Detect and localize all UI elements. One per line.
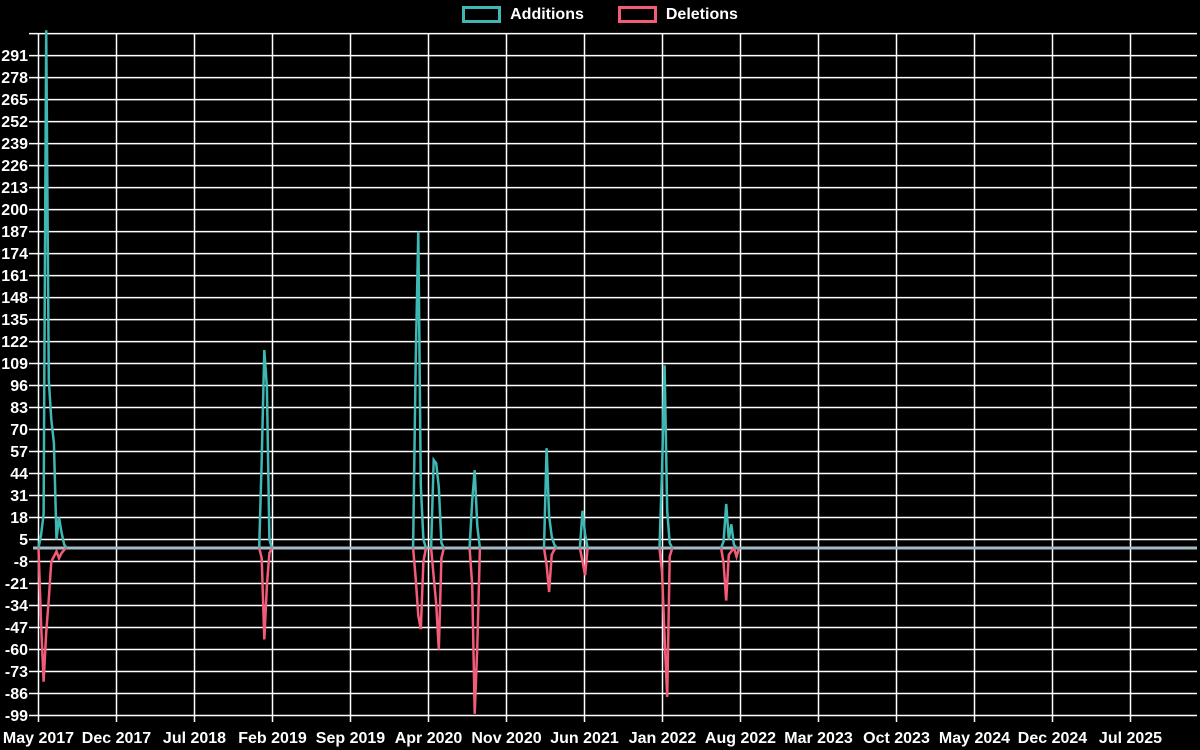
additions-spike xyxy=(257,349,274,549)
deletions-swatch-icon xyxy=(617,6,657,23)
y-tick-label: -73 xyxy=(5,664,28,681)
additions-swatch-icon xyxy=(462,6,502,23)
y-tick-label: 213 xyxy=(1,180,28,197)
y-tick-label: 96 xyxy=(10,378,28,395)
y-tick-label: -99 xyxy=(5,708,28,725)
y-tick-label: 31 xyxy=(10,488,28,505)
additions-spike xyxy=(719,503,739,550)
y-axis-labels: 291 278 265 252 239 226 213 200 187 174 161 148 135 1… xyxy=(1,48,28,725)
y-tick-label: 109 xyxy=(1,356,28,373)
legend-item-additions[interactable]: Additions xyxy=(462,6,584,23)
y-tick-label: 291 xyxy=(1,48,28,65)
x-tick-label: Feb 2019 xyxy=(238,730,307,747)
deletions-spike xyxy=(578,547,589,576)
horizontal-gridlines xyxy=(29,32,1197,717)
y-tick-label: 57 xyxy=(10,444,28,461)
x-tick-label: May 2017 xyxy=(3,730,74,747)
x-axis-labels: May 2017 Dec 2017 Jul 2018 Feb 2019 Sep 2019… xyxy=(3,730,1162,747)
y-tick-label: 135 xyxy=(1,312,28,329)
deletions-spike xyxy=(658,547,674,697)
deletions-line xyxy=(37,545,741,714)
y-tick-label: 5 xyxy=(19,532,28,549)
y-tick-label: 70 xyxy=(10,422,28,439)
legend-label-deletions: Deletions xyxy=(665,5,738,23)
x-tick-label: Dec 2017 xyxy=(82,730,151,747)
x-tick-label: Jan 2022 xyxy=(629,730,697,747)
deletions-spike xyxy=(429,547,446,650)
x-tick-label: Sep 2019 xyxy=(316,730,385,747)
legend-label-additions: Additions xyxy=(510,5,584,23)
deletions-spike xyxy=(468,547,482,714)
y-tick-label: 226 xyxy=(1,158,28,175)
x-tick-label: Jul 2018 xyxy=(163,730,226,747)
x-tick-label: Aug 2022 xyxy=(705,730,776,747)
additions-spike xyxy=(411,231,428,549)
y-tick-label: -34 xyxy=(5,598,28,615)
y-tick-label: 83 xyxy=(10,400,28,417)
additions-spike xyxy=(468,470,482,549)
deletions-spike xyxy=(257,547,274,640)
y-tick-label: 174 xyxy=(1,246,28,263)
y-tick-label: -86 xyxy=(5,686,28,703)
y-tick-label: 252 xyxy=(1,114,28,131)
y-tick-label: 18 xyxy=(10,510,28,527)
y-tick-label: -21 xyxy=(5,576,28,593)
legend-item-deletions[interactable]: Deletions xyxy=(617,5,738,23)
deletions-spike xyxy=(719,545,741,601)
y-tick-label: 44 xyxy=(10,466,28,483)
x-tick-label: Nov 2020 xyxy=(471,730,541,747)
x-tick-label: Jul 2025 xyxy=(1099,730,1162,747)
deletions-spike xyxy=(411,547,428,630)
y-tick-label: 265 xyxy=(1,92,28,109)
y-tick-label: -47 xyxy=(5,620,28,637)
additions-spike xyxy=(658,365,674,549)
x-tick-label: Dec 2024 xyxy=(1018,730,1087,747)
additions-line xyxy=(37,30,739,550)
additions-spike xyxy=(542,448,558,549)
x-tick-label: Oct 2023 xyxy=(863,730,930,747)
deletions-spike xyxy=(37,546,68,682)
y-tick-label: -8 xyxy=(14,554,28,571)
x-tick-label: Jun 2021 xyxy=(550,730,619,747)
x-tick-label: Apr 2020 xyxy=(395,730,463,747)
y-tick-label: -60 xyxy=(5,642,28,659)
x-tick-label: May 2024 xyxy=(939,730,1010,747)
y-tick-label: 187 xyxy=(1,224,28,241)
y-tick-label: 122 xyxy=(1,334,28,351)
vertical-gridlines xyxy=(37,33,1132,722)
y-tick-label: 161 xyxy=(1,268,28,285)
chart-legend: Additions Deletions xyxy=(0,6,1200,23)
y-tick-label: 278 xyxy=(1,70,28,87)
additions-spike xyxy=(429,456,446,549)
y-tick-label: 239 xyxy=(1,136,28,153)
y-tick-label: 200 xyxy=(1,202,28,219)
additions-spike xyxy=(37,30,68,549)
additions-spike xyxy=(578,510,589,549)
y-tick-label: 148 xyxy=(1,290,28,307)
deletions-spike xyxy=(542,546,558,593)
x-tick-label: Mar 2023 xyxy=(784,730,853,747)
